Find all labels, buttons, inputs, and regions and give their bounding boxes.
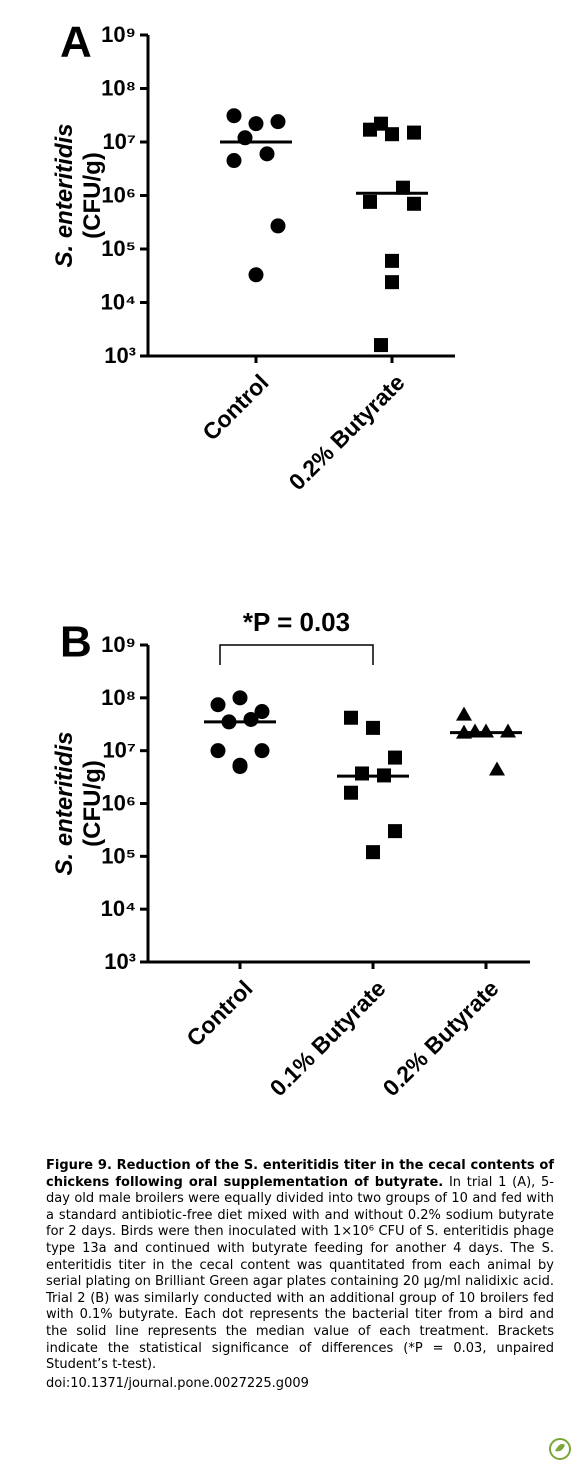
data-point bbox=[248, 267, 264, 283]
x-tick-label: 0.2% Butyrate bbox=[378, 975, 504, 1101]
y-axis-label: (CFU/g) bbox=[79, 152, 106, 239]
y-axis-label: S. enteritidis bbox=[51, 731, 78, 875]
logo bbox=[549, 1438, 571, 1460]
x-tick-label: 0.1% Butyrate bbox=[265, 975, 391, 1101]
y-tick-label: 10⁸ bbox=[101, 76, 136, 101]
y-tick-label: 10³ bbox=[104, 343, 136, 368]
y-tick-label: 10⁸ bbox=[101, 685, 136, 710]
data-point bbox=[270, 218, 286, 234]
data-point bbox=[366, 720, 380, 735]
data-point bbox=[363, 194, 377, 209]
figure: AS. enteritidis (CFU/g)10³10⁴10⁵10⁶10⁷10⁸… bbox=[51, 18, 530, 1101]
y-tick-label: 10⁶ bbox=[101, 183, 136, 208]
y-tick-label: 10⁹ bbox=[101, 22, 136, 47]
y-tick-label: 10⁵ bbox=[101, 236, 136, 261]
significance-bracket bbox=[219, 644, 374, 665]
data-point bbox=[210, 743, 226, 759]
data-point bbox=[232, 690, 248, 706]
caption: Figure 9. Reduction of the S. enteritidi… bbox=[46, 1158, 554, 1392]
panel-label: A bbox=[60, 18, 92, 67]
x-tick-label: Control bbox=[181, 975, 257, 1051]
y-tick-label: 10⁵ bbox=[101, 843, 136, 868]
significance-annotation: *P = 0.03 bbox=[243, 607, 350, 637]
data-point bbox=[366, 845, 380, 860]
data-point bbox=[226, 153, 242, 169]
data-point bbox=[385, 253, 399, 268]
data-point bbox=[344, 785, 358, 800]
panel-label: B bbox=[60, 618, 92, 667]
x-tick-label: Control bbox=[197, 369, 273, 445]
x-tick-label: 0.2% Butyrate bbox=[284, 369, 410, 495]
data-point bbox=[500, 723, 516, 738]
doi: doi:10.1371/journal.pone.0027225.g009 bbox=[46, 1375, 309, 1391]
data-point bbox=[388, 824, 402, 839]
y-axis-label: (CFU/g) bbox=[79, 760, 106, 847]
y-axis-label: S. enteritidis bbox=[51, 123, 78, 267]
data-point bbox=[385, 127, 399, 142]
y-tick-label: 10⁷ bbox=[102, 738, 136, 763]
data-point bbox=[270, 114, 286, 130]
data-point bbox=[210, 697, 226, 713]
caption-title: Figure 9. Reduction of the S. enteritidi… bbox=[46, 1158, 554, 1190]
caption-body: In trial 1 (A), 5-day old male broilers … bbox=[46, 1174, 554, 1373]
y-tick-label: 10³ bbox=[104, 949, 136, 974]
data-point bbox=[489, 761, 505, 776]
data-point bbox=[374, 338, 388, 353]
data-point bbox=[243, 711, 259, 727]
data-point bbox=[248, 116, 264, 132]
data-point bbox=[396, 180, 410, 195]
y-tick-label: 10⁴ bbox=[101, 290, 136, 315]
data-point bbox=[407, 125, 421, 140]
data-point bbox=[259, 146, 275, 162]
data-point bbox=[226, 108, 242, 124]
data-point bbox=[363, 122, 377, 137]
y-tick-label: 10⁷ bbox=[102, 129, 136, 154]
data-point bbox=[344, 710, 358, 725]
data-point bbox=[385, 275, 399, 290]
data-point bbox=[254, 704, 270, 720]
data-point bbox=[232, 757, 248, 773]
data-point bbox=[374, 116, 388, 131]
y-tick-label: 10⁴ bbox=[101, 896, 136, 921]
data-point bbox=[456, 706, 472, 721]
data-point bbox=[407, 196, 421, 211]
y-tick-label: 10⁹ bbox=[101, 632, 136, 657]
y-tick-label: 10⁶ bbox=[101, 791, 136, 816]
data-point bbox=[355, 766, 369, 781]
data-point bbox=[254, 743, 270, 759]
data-point bbox=[388, 750, 402, 765]
